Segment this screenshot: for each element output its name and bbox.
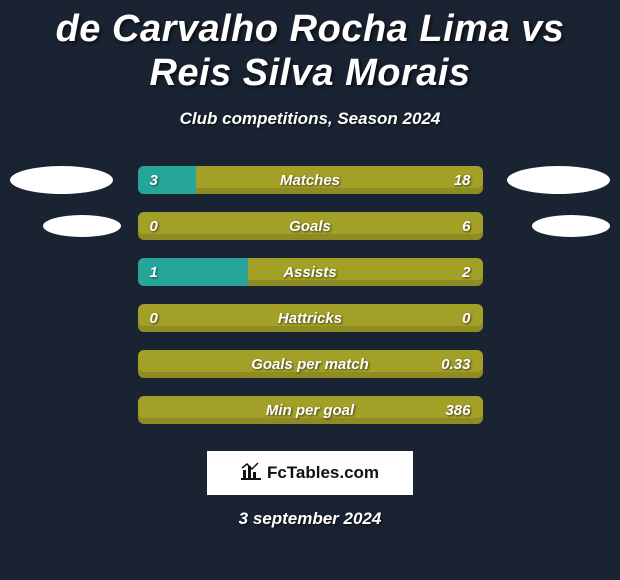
page-subtitle: Club competitions, Season 2024 bbox=[0, 109, 620, 129]
stat-bar: 318Matches bbox=[138, 166, 483, 194]
stat-row: 0.33Goals per match bbox=[10, 341, 610, 387]
stat-bar: 0.33Goals per match bbox=[138, 350, 483, 378]
date-text: 3 september 2024 bbox=[0, 509, 620, 529]
brand-chart-icon bbox=[241, 462, 261, 485]
stat-label: Assists bbox=[138, 258, 483, 286]
player-left-ellipse bbox=[43, 215, 121, 237]
stat-label: Hattricks bbox=[138, 304, 483, 332]
stat-row: 00Hattricks bbox=[10, 295, 610, 341]
stat-bar: 00Hattricks bbox=[138, 304, 483, 332]
stat-row: 12Assists bbox=[10, 249, 610, 295]
stat-bar: 386Min per goal bbox=[138, 396, 483, 424]
player-left-ellipse bbox=[10, 166, 113, 194]
stat-row: 318Matches bbox=[10, 157, 610, 203]
stat-label: Goals bbox=[138, 212, 483, 240]
stat-label: Matches bbox=[138, 166, 483, 194]
player-right-ellipse bbox=[532, 215, 610, 237]
stat-label: Min per goal bbox=[138, 396, 483, 424]
player-right-ellipse bbox=[507, 166, 610, 194]
brand-box: FcTables.com bbox=[207, 451, 413, 495]
stat-row: 06Goals bbox=[10, 203, 610, 249]
page-title: de Carvalho Rocha Lima vs Reis Silva Mor… bbox=[0, 0, 620, 95]
brand-text: FcTables.com bbox=[267, 463, 379, 483]
stat-row: 386Min per goal bbox=[10, 387, 610, 433]
stats-area: 318Matches 06Goals 12Assists 00Hattricks 0.3… bbox=[0, 157, 620, 433]
stat-bar: 12Assists bbox=[138, 258, 483, 286]
stat-label: Goals per match bbox=[138, 350, 483, 378]
stat-bar: 06Goals bbox=[138, 212, 483, 240]
